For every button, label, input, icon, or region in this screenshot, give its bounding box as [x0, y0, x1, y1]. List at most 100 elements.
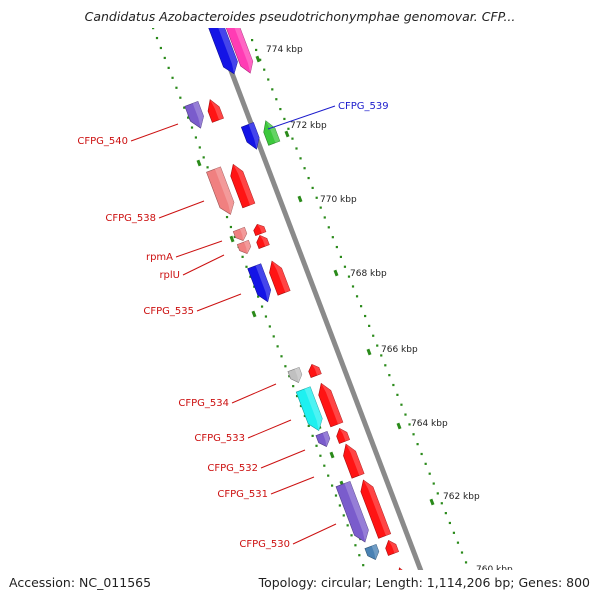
inner-track-dot: [179, 96, 182, 99]
outer-track-dot: [436, 492, 439, 495]
scale-tick: [333, 269, 339, 277]
gene-arrow-rpma[interactable]: [232, 226, 248, 242]
topology-text: Topology: circular; Length: 1,114,206 bp…: [258, 575, 590, 590]
outer-track-dot: [303, 167, 306, 170]
outer-track-dot: [460, 551, 464, 554]
gene-label-cfpg-534[interactable]: CFPG_534: [178, 398, 229, 409]
outer-track-dot: [291, 137, 294, 140]
gene-arrow-red[interactable]: [227, 162, 256, 209]
outer-track-dot: [368, 324, 371, 327]
inner-track-dot: [260, 305, 264, 308]
inner-track-dot: [245, 265, 248, 268]
inner-track-dot: [194, 136, 197, 139]
scale-label: 768 kbp: [350, 269, 387, 279]
outer-track-dot: [359, 305, 363, 308]
gene-arrow-green[interactable]: [260, 119, 281, 146]
gene-arrow-cfpg-535[interactable]: [247, 263, 275, 304]
leader-line: [158, 200, 205, 219]
outer-track-dot: [372, 334, 375, 337]
gene-label-cfpg-540[interactable]: CFPG_540: [77, 136, 128, 147]
outer-track-dot: [364, 314, 367, 318]
gene-arrow-steel[interactable]: [364, 543, 381, 561]
outer-track-dot: [283, 117, 286, 121]
outer-track-dot: [432, 482, 435, 485]
scale-tick: [366, 348, 372, 356]
gene-arrow-cfpg-532[interactable]: [315, 430, 332, 448]
gene-arrow-red[interactable]: [334, 427, 351, 444]
outer-track-dot: [392, 383, 395, 387]
inner-track-dot: [299, 404, 303, 408]
inner-track-dot: [280, 355, 283, 358]
inner-track-dot: [346, 524, 349, 527]
outer-track-dot: [355, 295, 359, 298]
gene-arrow-cfpg-539[interactable]: [240, 122, 262, 152]
gene-arrow-red[interactable]: [204, 98, 224, 123]
scale-tick: [251, 310, 257, 318]
gene-arrow-cfpg-534[interactable]: [287, 366, 304, 384]
gene-arrow-red[interactable]: [252, 222, 267, 237]
gene-label-cfpg-533[interactable]: CFPG_533: [194, 433, 245, 444]
gene-label-rpma[interactable]: rpmA: [146, 252, 173, 263]
inner-track-dot: [354, 544, 357, 547]
gene-arrow-cfpg-533[interactable]: [295, 386, 326, 433]
gene-arrow-rplu[interactable]: [236, 239, 252, 255]
outer-track-dot: [339, 255, 342, 258]
outer-track-dot: [440, 502, 443, 505]
outer-track-dot: [299, 157, 302, 160]
gene-arrow-red[interactable]: [383, 539, 400, 556]
leader-line: [196, 293, 242, 312]
leader-line: [292, 523, 337, 545]
scale-label: 764 kbp: [411, 419, 448, 429]
gene-arrow-red[interactable]: [340, 442, 365, 479]
outer-track-dot: [444, 512, 447, 515]
inner-track-dot: [190, 126, 194, 129]
inner-track-dot: [338, 504, 341, 507]
outer-track-dot: [464, 561, 468, 564]
inner-track-dot: [206, 166, 209, 169]
leader-line: [231, 383, 277, 404]
inner-track-dot: [330, 484, 334, 487]
outer-track-dot: [275, 98, 278, 101]
gene-arrow-magenta[interactable]: [223, 17, 257, 76]
outer-track-dot: [267, 78, 270, 81]
inner-track-dot: [362, 564, 365, 567]
gene-label-cfpg-530[interactable]: CFPG_530: [239, 539, 290, 550]
inner-track-dot: [319, 454, 322, 457]
gene-arrow-red[interactable]: [255, 233, 270, 249]
gene-label-cfpg-538[interactable]: CFPG_538: [105, 213, 156, 224]
inner-track-dot: [327, 474, 330, 477]
inner-track-dot: [257, 295, 260, 298]
outer-track-dot: [295, 147, 298, 150]
gene-arrow-red[interactable]: [315, 381, 344, 428]
gene-arrow-cfpg-530[interactable]: [335, 480, 372, 544]
leader-line: [130, 123, 179, 142]
gene-arrow-red[interactable]: [307, 362, 322, 378]
inner-track-dot: [241, 255, 244, 258]
inner-track-dot: [276, 345, 279, 348]
gene-label-cfpg-535[interactable]: CFPG_535: [143, 306, 194, 317]
scale-tick: [329, 451, 335, 459]
scale-tick: [284, 130, 290, 138]
gene-label-cfpg-539[interactable]: CFPG_539: [338, 101, 389, 112]
inner-track-dot: [342, 514, 345, 517]
inner-track-dot: [272, 335, 275, 338]
inner-track-dot: [183, 106, 186, 109]
accession-text: Accession: NC_011565: [9, 575, 152, 590]
gene-arrow-cfpg-538[interactable]: [206, 166, 237, 217]
gene-label-rplu[interactable]: rplU: [159, 270, 180, 281]
outer-track-dot: [448, 521, 451, 525]
outer-track-dot: [255, 48, 258, 52]
outer-track-dot: [335, 245, 338, 249]
backbone-line: [212, 28, 424, 570]
outer-track-dot: [404, 413, 407, 416]
gene-label-cfpg-532[interactable]: CFPG_532: [207, 463, 258, 474]
gene-arrow-blue[interactable]: [202, 8, 241, 77]
outer-track-dot: [251, 39, 254, 42]
gene-label-cfpg-531[interactable]: CFPG_531: [217, 489, 268, 500]
gene-arrow-cfpg-540[interactable]: [184, 100, 207, 130]
inner-track-dot: [292, 385, 295, 388]
gene-arrow-red[interactable]: [357, 478, 392, 539]
gene-arrow-red[interactable]: [266, 259, 291, 296]
scale-label: 760 kbp: [476, 565, 513, 575]
inner-track-dot: [264, 315, 268, 318]
